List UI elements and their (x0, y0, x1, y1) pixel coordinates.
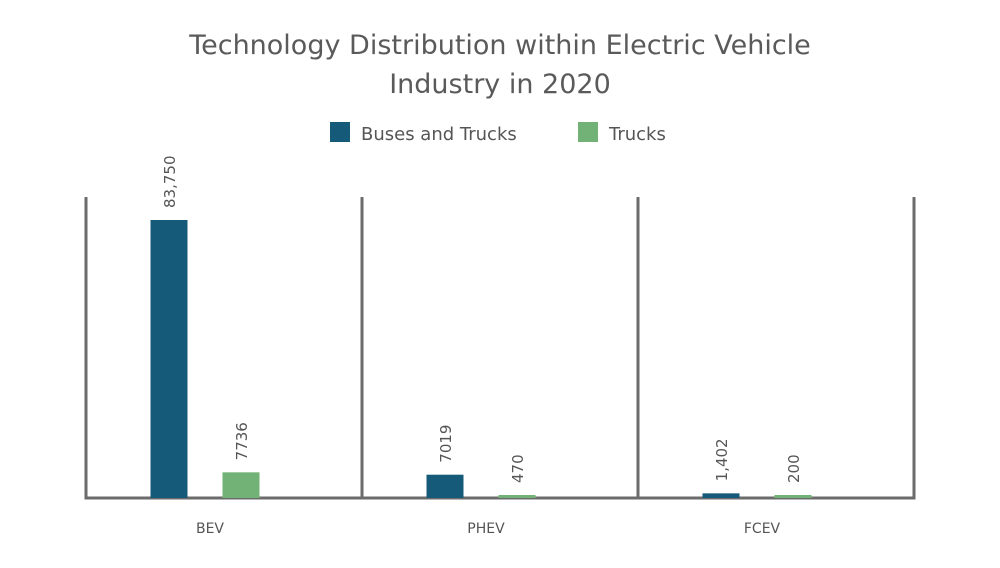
legend-swatch-trucks (578, 122, 598, 142)
value-label-buses-and-trucks-phev: 7019 (437, 425, 455, 463)
value-label-trucks-phev: 470 (509, 454, 527, 483)
category-label-bev: BEV (196, 521, 224, 537)
legend: Buses and Trucks Trucks (330, 122, 666, 145)
value-label-trucks-bev: 7736 (233, 422, 251, 460)
bars (150, 220, 812, 498)
value-labels: 83,750 7736 7019 470 1,402 200 (161, 156, 803, 484)
bar-trucks-phev (498, 495, 536, 498)
value-label-buses-and-trucks-fcev: 1,402 (713, 438, 731, 481)
value-label-buses-and-trucks-bev: 83,750 (161, 156, 179, 209)
category-labels: BEV PHEV FCEV (196, 521, 781, 537)
bar-trucks-bev (222, 472, 260, 498)
chart-title-line-2: Industry in 2020 (389, 69, 611, 100)
bar-buses-and-trucks-fcev (702, 493, 740, 498)
category-label-phev: PHEV (467, 521, 505, 537)
axes (84, 197, 916, 500)
bar-buses-and-trucks-bev (150, 220, 188, 498)
value-label-trucks-fcev: 200 (785, 454, 803, 483)
bar-buses-and-trucks-phev (426, 474, 464, 498)
legend-swatch-buses-and-trucks (330, 122, 350, 142)
legend-label-buses-and-trucks: Buses and Trucks (361, 124, 517, 145)
chart-title-line-1: Technology Distribution within Electric … (188, 30, 811, 61)
category-label-fcev: FCEV (744, 521, 781, 537)
bar-trucks-fcev (774, 495, 812, 498)
legend-label-trucks: Trucks (608, 124, 666, 145)
